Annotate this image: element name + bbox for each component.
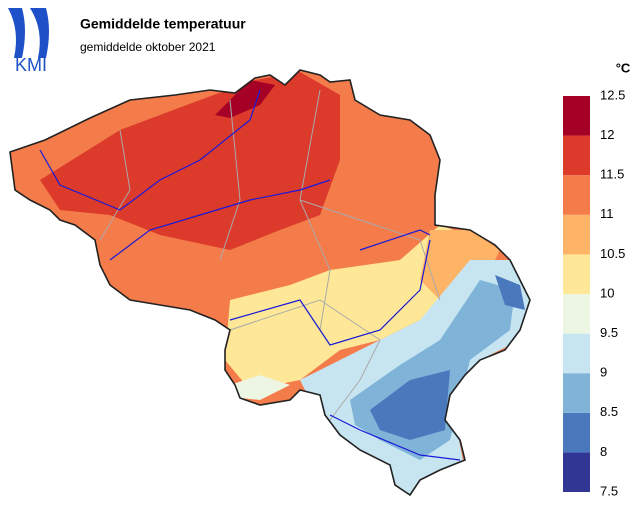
logo: KMI (8, 8, 49, 75)
legend-swatch (563, 452, 590, 492)
legend-swatch (563, 333, 590, 374)
legend-tick-label: 10 (600, 285, 614, 300)
legend-swatch (563, 373, 590, 413)
logo-text: KMI (15, 55, 47, 75)
legend-swatch (563, 412, 590, 453)
title: Gemiddelde temperatuur (80, 16, 246, 32)
legend-swatch (563, 175, 590, 215)
rivers (39, 89, 461, 461)
legend-tick-label: 9.5 (600, 325, 618, 340)
legend-swatch (563, 214, 590, 255)
color-legend: 7.5 8 8.5 9 9.5 10 10.5 11 11.5 12 12.5 (563, 87, 625, 498)
legend-swatch (563, 135, 590, 176)
legend-swatch (563, 294, 590, 334)
legend-tick-label: 8 (600, 444, 607, 459)
legend-unit: °C (616, 60, 631, 75)
legend-tick-label: 9 (600, 365, 607, 380)
legend-tick-label: 12 (600, 127, 614, 142)
legend-tick-label: 11.5 (600, 167, 624, 182)
legend-tick-label: 11 (600, 206, 614, 221)
legend-swatch (563, 96, 590, 136)
temperature-map (10, 70, 530, 495)
legend-tick-label: 7.5 (600, 483, 618, 498)
legend-tick-label: 8.5 (600, 404, 618, 419)
subtitle: gemiddelde oktober 2021 (80, 40, 216, 54)
legend-swatch (563, 254, 590, 294)
legend-tick-label: 12.5 (600, 87, 625, 102)
legend-tick-label: 10.5 (600, 246, 625, 261)
